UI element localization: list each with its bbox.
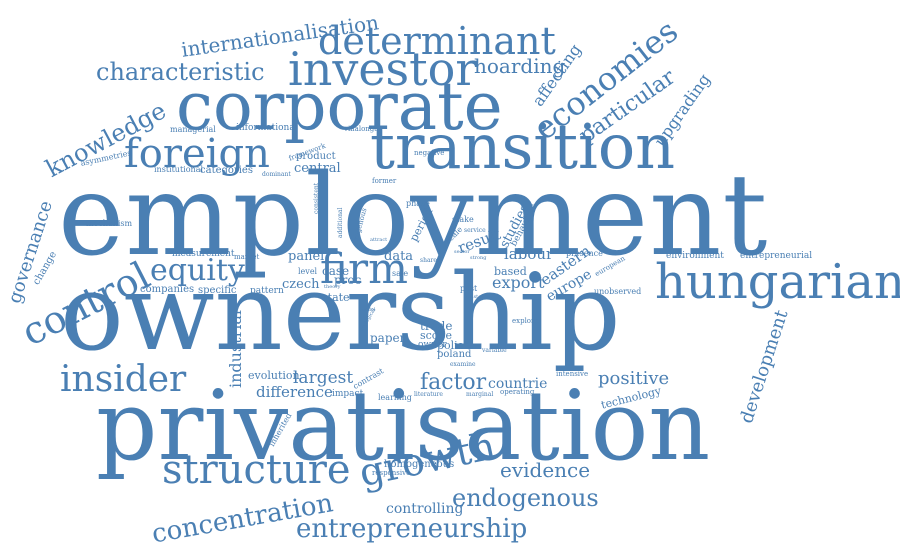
word-level: level: [298, 268, 317, 276]
word-hungarian: hungarian: [655, 258, 900, 306]
word-post: post: [460, 285, 477, 293]
word-development: development: [738, 308, 791, 425]
word-negative: negative: [414, 150, 444, 157]
word-intensive: intensive: [556, 371, 588, 378]
word-theory: theory: [324, 285, 340, 290]
word-model: model: [360, 308, 376, 313]
word-impact: impact: [332, 390, 363, 399]
word-measurement: measurement: [172, 250, 235, 259]
word-specific: specific: [198, 286, 237, 296]
word-central: central: [294, 162, 341, 175]
word-marginal: marginal: [466, 392, 493, 398]
word-stake: stake: [452, 216, 474, 224]
word-presence: presence: [566, 250, 603, 258]
word-operating: operating: [500, 389, 534, 396]
word-attract: attract: [370, 238, 387, 243]
word-former: former: [372, 178, 396, 185]
word-transition: transition: [370, 116, 675, 178]
word-mechanism: mechanism: [86, 220, 132, 228]
word-equity: equity: [150, 256, 245, 286]
word-environment: environment: [666, 252, 724, 261]
word-endogenous: endogenous: [452, 486, 599, 510]
word-owner: owner: [418, 341, 447, 350]
word-insider: insider: [60, 362, 186, 398]
word-examine: examine: [450, 362, 476, 368]
word-sale: sale: [392, 270, 408, 278]
word-labour: labour: [504, 247, 553, 262]
word-difference: difference: [256, 385, 333, 400]
word-characteristic: characteristic: [96, 60, 265, 84]
word-based: based: [494, 266, 527, 277]
word-controlling: controlling: [386, 502, 463, 516]
word-share: share: [420, 258, 437, 264]
word-unobserved: unobserved: [594, 288, 641, 296]
word-poland: poland: [437, 350, 471, 360]
word-phase: phase: [406, 200, 430, 208]
word-managerial: managerial: [170, 126, 216, 134]
word-panel: panel: [288, 250, 324, 263]
word-case: case: [322, 265, 349, 277]
word-strong: strong: [470, 256, 486, 261]
word-additional: additional: [338, 208, 344, 238]
word-cluster: cluster: [466, 295, 484, 300]
word-categories: categories: [200, 166, 253, 176]
word-institutional: institutional: [154, 166, 203, 174]
word-entrepreneurship: entrepreneurship: [296, 516, 527, 542]
word-sector: sector: [454, 250, 470, 255]
word-entrepreneurial: entrepreneurial: [740, 252, 812, 261]
word-state: state: [322, 292, 350, 303]
word-consistent: consistent: [314, 183, 320, 214]
word-evolution: evolution: [248, 370, 300, 381]
word-villalonga: villalonga: [344, 126, 378, 133]
word-service: service: [464, 228, 486, 234]
word-learning: learning: [378, 394, 412, 402]
word-companies: companies: [140, 285, 194, 295]
word-pattern: pattern: [250, 287, 284, 296]
word-variable: variable: [482, 348, 507, 354]
word-informational: informational: [236, 124, 298, 133]
word-market: market: [234, 254, 259, 261]
word-industrial: industrial: [228, 310, 244, 388]
word-responsive: responsive: [372, 470, 410, 477]
word-czech: czech: [282, 278, 319, 291]
word-size: size: [376, 250, 386, 255]
word-literature: literature: [414, 392, 443, 398]
word-evidence: evidence: [500, 460, 590, 480]
word-explore: explore: [512, 318, 539, 325]
word-structure: structure: [162, 450, 351, 490]
word-paper: paper: [370, 332, 405, 344]
word-dominant: dominant: [262, 172, 291, 178]
word-data: data: [384, 250, 413, 263]
